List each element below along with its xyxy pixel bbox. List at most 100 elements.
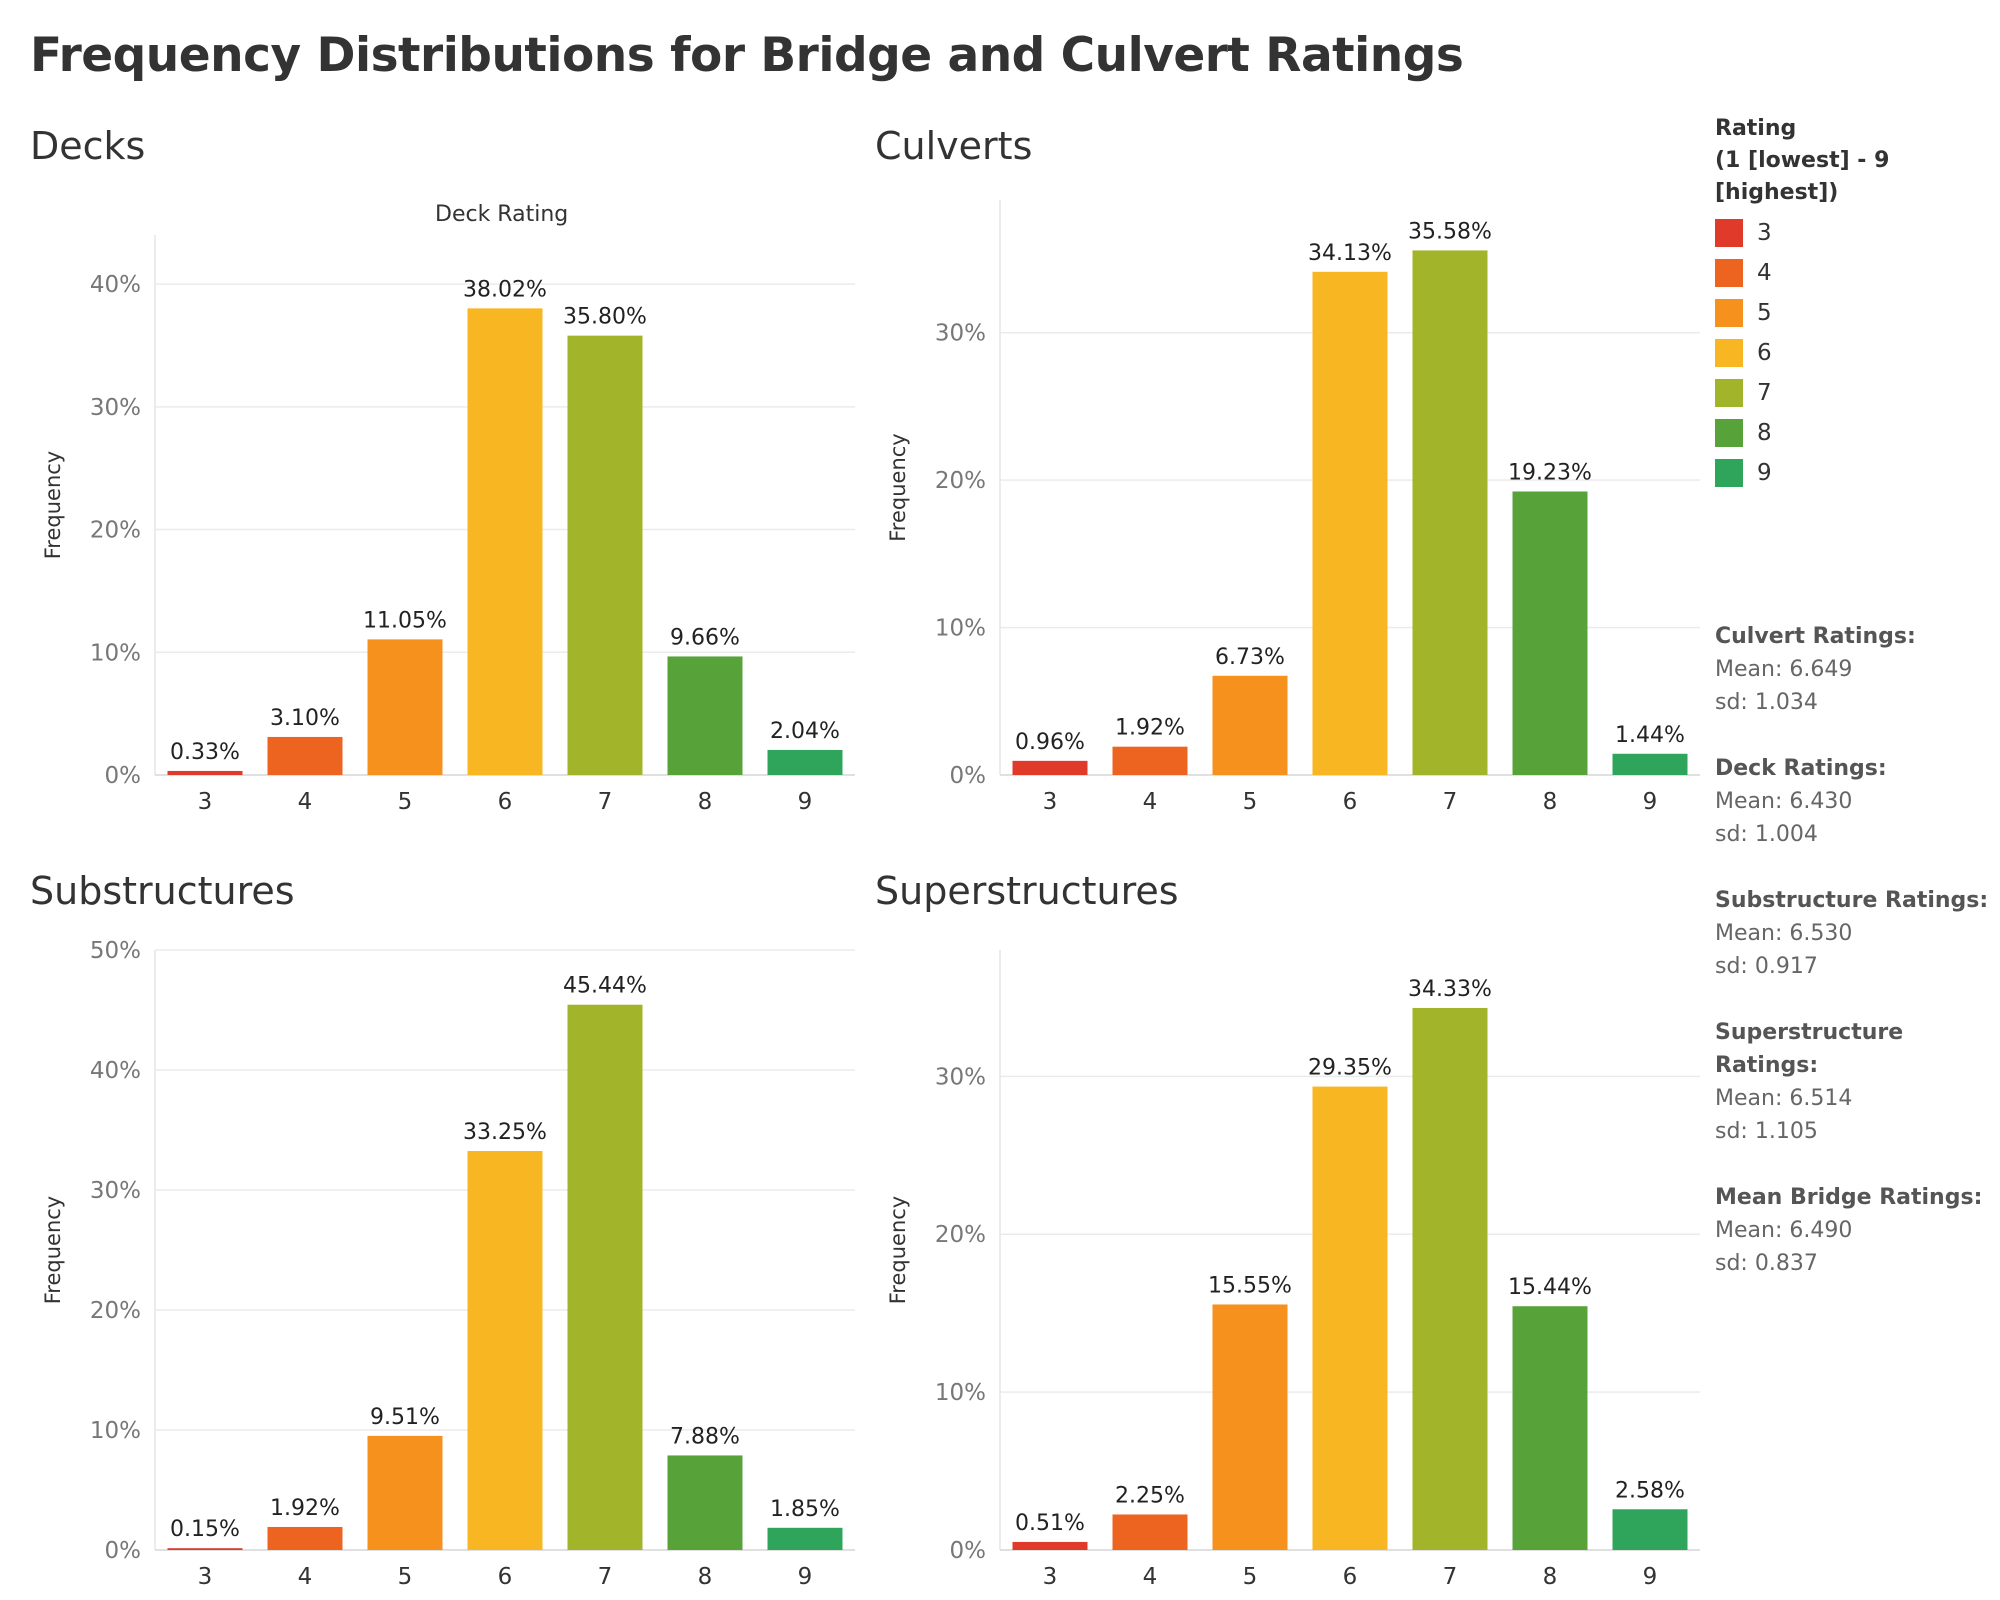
stat-sd: sd: 0.837	[1715, 1251, 1818, 1276]
x-tick-label: 3	[1043, 789, 1058, 815]
x-tick-label: 8	[1543, 1564, 1558, 1590]
bar-9	[767, 1527, 843, 1550]
x-tick-label: 9	[798, 1564, 813, 1590]
y-tick-label: 10%	[90, 1418, 141, 1444]
bar-6	[1312, 271, 1388, 775]
data-label: 0.15%	[170, 1517, 240, 1542]
stat-title: Substructure Ratings:	[1715, 888, 1989, 913]
data-label: 45.44%	[563, 974, 647, 999]
data-label: 15.55%	[1208, 1273, 1292, 1298]
stat-title: Superstructure Ratings:	[1715, 1020, 1904, 1078]
stat-title: Mean Bridge Ratings:	[1715, 1185, 1983, 1210]
x-tick-label: 3	[1043, 1564, 1058, 1590]
legend-label: 9	[1757, 460, 1772, 486]
legend-swatch	[1715, 339, 1743, 367]
y-tick-label: 0%	[950, 763, 987, 789]
data-label: 7.88%	[670, 1424, 740, 1449]
x-tick-label: 7	[1443, 1564, 1458, 1590]
bar-6	[467, 1151, 543, 1550]
bar-9	[1612, 753, 1688, 775]
y-axis-title: Frequency	[41, 451, 65, 560]
bar-3	[1012, 760, 1088, 775]
x-tick-label: 7	[598, 789, 613, 815]
data-label: 2.04%	[770, 719, 840, 744]
data-label: 1.85%	[770, 1497, 840, 1522]
data-label: 3.10%	[270, 706, 340, 731]
page-title: Frequency Distributions for Bridge and C…	[30, 28, 1464, 83]
substructures-chart-title: Substructures	[30, 869, 295, 913]
data-label: 2.58%	[1615, 1478, 1685, 1503]
y-tick-label: 10%	[935, 616, 986, 642]
stat-title: Culvert Ratings:	[1715, 624, 1916, 649]
bar-4	[1112, 746, 1188, 775]
x-tick-label: 8	[698, 1564, 713, 1590]
legend-swatch	[1715, 379, 1743, 407]
bar-7	[1412, 1007, 1488, 1550]
data-label: 9.51%	[370, 1405, 440, 1430]
stat-block: Mean Bridge Ratings: Mean: 6.490 sd: 0.837	[1715, 1181, 1995, 1280]
bar-5	[1212, 675, 1288, 775]
x-tick-label: 9	[1643, 789, 1658, 815]
y-tick-label: 40%	[90, 1058, 141, 1084]
data-label: 9.66%	[670, 625, 740, 650]
x-tick-label: 6	[1343, 1564, 1358, 1590]
bar-8	[667, 656, 743, 775]
substructures-chart: 0% 10% 20% 30% 40% 50% Frequency 0.15% 3 1.92% 4 9.…	[41, 938, 855, 1590]
stat-mean: Mean: 6.490	[1715, 1218, 1853, 1243]
data-label: 2.25%	[1115, 1483, 1185, 1508]
y-tick-label: 30%	[935, 321, 986, 347]
data-label: 19.23%	[1508, 460, 1592, 485]
data-label: 0.33%	[170, 740, 240, 765]
data-label: 1.92%	[1115, 716, 1185, 741]
data-label: 6.73%	[1215, 645, 1285, 670]
bar-3	[167, 1548, 243, 1550]
data-label: 1.92%	[270, 1496, 340, 1521]
legend-label: 6	[1757, 340, 1772, 366]
culverts-chart: 0% 10% 20% 30% Frequency 0.96% 3 1.92% 4 6.73% 5 34…	[886, 200, 1700, 815]
y-axis-title: Frequency	[41, 1196, 65, 1305]
x-tick-label: 4	[298, 1564, 313, 1590]
x-tick-label: 4	[1143, 1564, 1158, 1590]
legend-item-9: 9	[1715, 453, 1995, 493]
superstructures-chart-title: Superstructures	[875, 869, 1179, 913]
x-tick-label: 5	[398, 789, 413, 815]
x-tick-label: 6	[1343, 789, 1358, 815]
y-tick-label: 10%	[90, 640, 141, 666]
bar-9	[767, 749, 843, 775]
legend-title: Rating (1 [lowest] - 9 [highest])	[1715, 113, 1995, 209]
legend-item-8: 8	[1715, 413, 1995, 453]
legend-label: 8	[1757, 420, 1772, 446]
stat-sd: sd: 0.917	[1715, 954, 1818, 979]
legend-item-6: 6	[1715, 333, 1995, 373]
x-tick-label: 8	[1543, 789, 1558, 815]
y-tick-label: 20%	[90, 1298, 141, 1324]
y-tick-label: 20%	[935, 1222, 986, 1248]
stat-block: Superstructure Ratings: Mean: 6.514 sd: 1.…	[1715, 1016, 1995, 1148]
x-tick-label: 3	[198, 1564, 213, 1590]
bar-4	[267, 1526, 343, 1550]
data-label: 11.05%	[363, 608, 447, 633]
bar-8	[1512, 1306, 1588, 1550]
bar-6	[1312, 1086, 1388, 1550]
y-tick-label: 0%	[950, 1538, 987, 1564]
data-label: 38.02%	[463, 277, 547, 302]
y-tick-label: 0%	[105, 763, 142, 789]
rating-legend: Rating (1 [lowest] - 9 [highest]) 3 4 5 6 7 8 9	[1715, 113, 1995, 493]
x-tick-label: 7	[1443, 789, 1458, 815]
data-label: 35.58%	[1408, 219, 1492, 244]
data-label: 1.44%	[1615, 723, 1685, 748]
y-tick-label: 30%	[90, 395, 141, 421]
y-tick-label: 20%	[90, 518, 141, 544]
data-label: 34.13%	[1308, 241, 1392, 266]
bar-7	[1412, 250, 1488, 775]
data-label: 29.35%	[1308, 1056, 1392, 1081]
legend-title-line: (1 [lowest] - 9 [highest])	[1715, 148, 1890, 205]
bar-8	[667, 1455, 743, 1550]
stat-block: Culvert Ratings: Mean: 6.649 sd: 1.034	[1715, 620, 1995, 719]
legend-title-line: Rating	[1715, 116, 1797, 141]
stat-mean: Mean: 6.649	[1715, 657, 1853, 682]
bar-5	[367, 639, 443, 775]
deck-rating-header: Deck Rating	[435, 202, 569, 227]
y-tick-label: 40%	[90, 272, 141, 298]
data-label: 34.33%	[1408, 977, 1492, 1002]
